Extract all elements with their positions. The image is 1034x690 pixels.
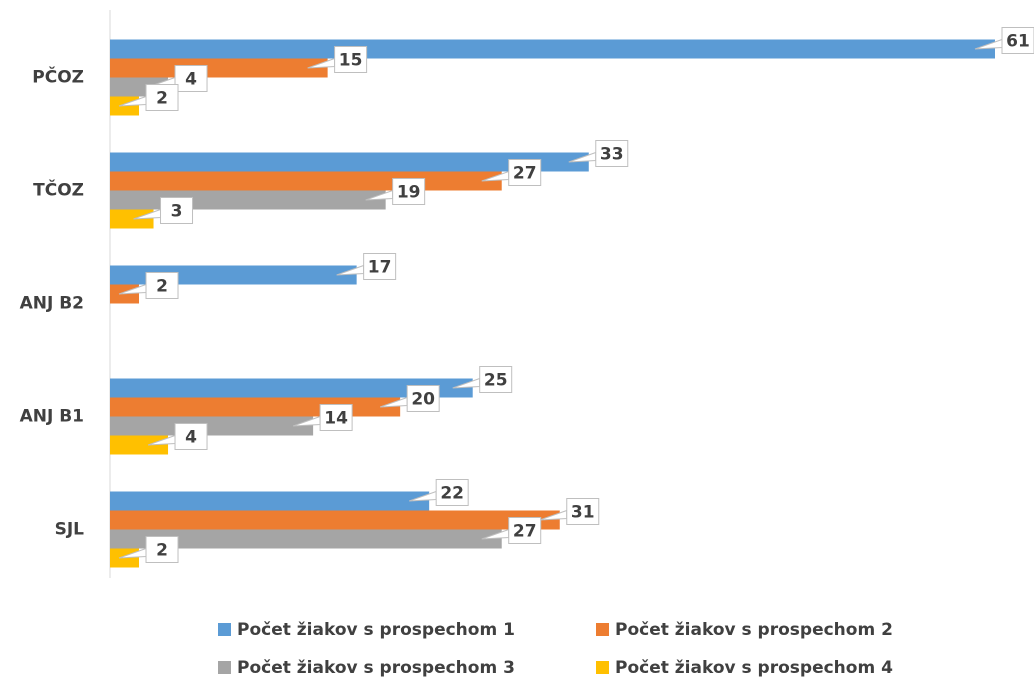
legend-label: Počet žiakov s prospechom 3 [237,658,515,678]
data-label-box [174,423,208,450]
data-label-box [595,140,629,167]
bar [110,39,995,59]
data-label: 27 [513,522,537,542]
data-label: 61 [1006,32,1030,52]
data-label-box [406,385,440,412]
data-label: 19 [397,183,421,203]
y-tick-label: SJL [55,520,85,540]
legend-swatch [596,623,609,636]
data-label: 17 [368,258,392,278]
bar [110,510,560,530]
y-tick-label: PČOZ [32,66,84,88]
data-label: 4 [185,70,197,90]
data-label-box [319,404,353,431]
data-label-box [174,65,208,92]
y-tick-label: ANJ B2 [20,294,84,314]
data-label: 2 [156,541,168,561]
data-label-box [1001,27,1034,54]
data-label-box [363,253,397,280]
bar [110,435,169,455]
legend-label: Počet žiakov s prospechom 1 [237,620,515,640]
bar [110,190,386,210]
data-label: 2 [156,89,168,109]
data-label-box [145,272,179,299]
y-tick-label: TČOZ [33,179,84,201]
bar [110,491,430,511]
data-label: 31 [571,503,595,523]
data-label: 15 [339,51,363,71]
legend-label: Počet žiakov s prospechom 2 [615,620,893,640]
data-label: 3 [171,202,183,222]
bar [110,378,473,398]
data-label-box [508,517,542,544]
bar [110,397,401,417]
legend-swatch [218,661,231,674]
data-label: 4 [185,428,197,448]
data-label: 27 [513,164,537,184]
bar [110,58,328,78]
data-label-box [479,366,513,393]
legend-swatch [218,623,231,636]
data-label: 14 [324,409,348,429]
data-label: 22 [440,484,464,504]
data-label-box [566,498,600,525]
data-label-box [145,84,179,111]
data-label-box [392,178,426,205]
data-label: 20 [411,390,435,410]
data-label-box [334,46,368,73]
data-label-box [145,536,179,563]
legend-label: Počet žiakov s prospechom 4 [615,658,893,678]
bar [110,529,502,549]
bar [110,152,589,172]
legend-swatch [596,661,609,674]
bar [110,209,154,229]
bar [110,416,314,436]
data-label: 33 [600,145,624,165]
data-label: 2 [156,277,168,297]
bar [110,171,502,191]
data-label: 25 [484,371,508,391]
data-label-box [508,159,542,186]
y-tick-label: ANJ B1 [20,407,84,427]
data-label-box [435,479,469,506]
data-label-box [160,197,194,224]
